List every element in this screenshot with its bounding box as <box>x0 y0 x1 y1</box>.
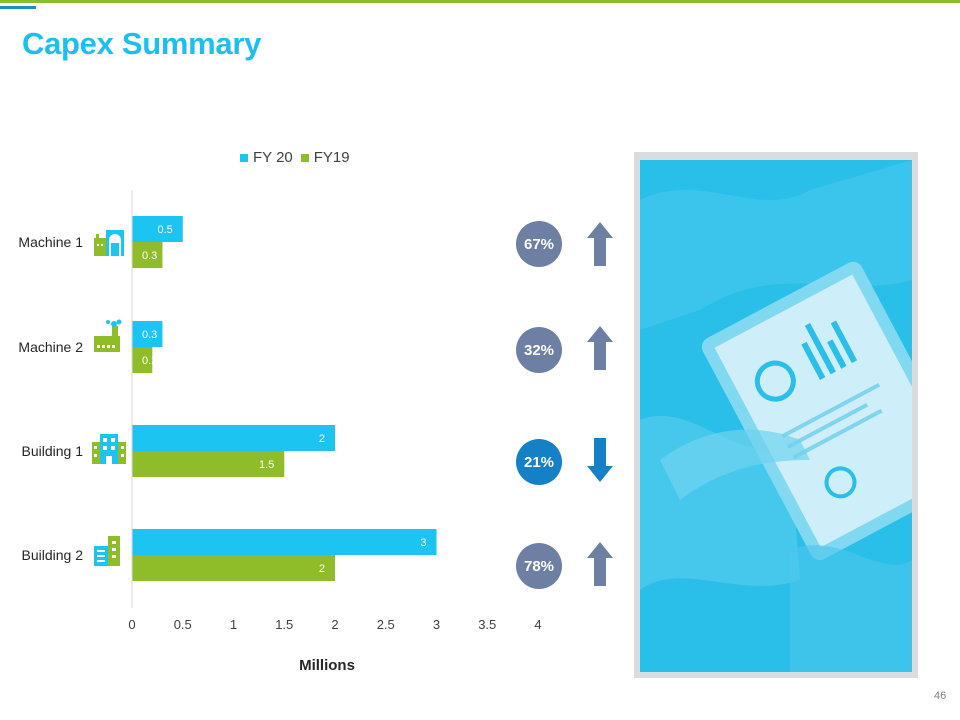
bar-value-label: 0.2 <box>142 355 157 367</box>
category-label: Building 1 <box>22 443 84 459</box>
bar-value-label: 0.3 <box>142 329 157 341</box>
arrow-up-icon <box>587 542 613 586</box>
chart-legend: FY 20 FY19 <box>240 149 350 166</box>
bar-building-1-fy19 <box>132 451 285 477</box>
factory-icon <box>94 230 124 256</box>
bar-value-label: 1.5 <box>259 459 274 471</box>
bar-value-labels: 0.5 0.3 0.3 0.2 2 1.5 3 2 <box>142 224 427 575</box>
bar-building-2-fy19 <box>132 555 335 581</box>
arrow-up-icon <box>587 326 613 370</box>
tablet-analytics-photo <box>634 152 918 678</box>
category-label: Machine 2 <box>18 339 83 355</box>
bar-machine-2-fy20 <box>132 321 163 347</box>
change-badge-machine-2: 32% <box>516 327 562 373</box>
x-tick-label: 0 <box>128 617 135 632</box>
legend-swatch-fy20 <box>240 153 248 162</box>
legend-item-fy20: FY 20 <box>240 149 293 166</box>
x-tick-label: 2 <box>331 617 338 632</box>
photo-tinted-area <box>640 160 912 672</box>
bar-building-2-fy20 <box>132 529 437 555</box>
bar-value-label: 0.5 <box>157 224 172 236</box>
change-badge-building-2: 78% <box>516 543 562 589</box>
bar-value-label: 2 <box>319 563 325 575</box>
bar-machine-2-fy19 <box>132 347 153 373</box>
bar-machine-1-fy20 <box>132 216 183 242</box>
legend-label-fy19: FY19 <box>313 149 350 166</box>
legend-swatch-fy19 <box>300 153 309 162</box>
x-tick-labels: 0 0.5 1 1.5 2 2.5 3 3.5 4 <box>128 617 541 632</box>
legend-item-fy19: FY19 <box>300 149 350 166</box>
category-labels: Machine 1 Machine 2 Building 1 Building 2 <box>18 234 83 563</box>
bar-machine-1-fy19 <box>132 242 163 268</box>
factory-smoke-icon <box>94 319 122 352</box>
x-tick-label: 1 <box>230 617 237 632</box>
top-accent-rule <box>0 6 36 9</box>
x-tick-label: 0.5 <box>174 617 192 632</box>
building-icon <box>94 536 120 566</box>
slide-title: Capex Summary <box>22 26 262 61</box>
arrow-down-icon <box>587 438 613 482</box>
bar-building-1-fy20 <box>132 425 335 451</box>
x-tick-label: 1.5 <box>275 617 293 632</box>
change-badge-building-1: 21% <box>516 439 562 485</box>
category-label: Building 2 <box>22 547 84 563</box>
x-tick-label: 3 <box>433 617 440 632</box>
office-building-icon <box>92 434 126 464</box>
tablet-illustration <box>640 160 912 672</box>
category-label: Machine 1 <box>18 234 83 250</box>
bar-value-label: 3 <box>420 537 426 549</box>
x-axis-title: Millions <box>299 657 355 674</box>
x-tick-label: 3.5 <box>478 617 496 632</box>
bar-group <box>132 216 437 581</box>
arrow-up-icon <box>587 222 613 266</box>
legend-label-fy20: FY 20 <box>253 149 293 166</box>
bar-value-label: 2 <box>319 433 325 445</box>
x-tick-label: 4 <box>534 617 541 632</box>
change-badge-machine-1: 67% <box>516 221 562 267</box>
page-number: 46 <box>934 690 947 702</box>
x-tick-label: 2.5 <box>377 617 395 632</box>
bar-value-label: 0.3 <box>142 250 157 262</box>
top-rule <box>0 0 960 3</box>
